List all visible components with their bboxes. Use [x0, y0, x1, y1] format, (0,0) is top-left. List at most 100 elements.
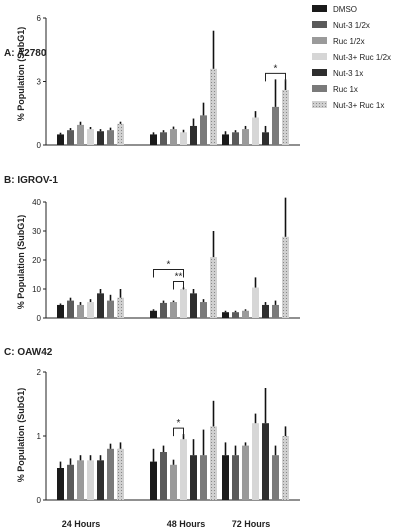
bar [150, 461, 157, 500]
y-tick-label: 1 [37, 432, 42, 441]
bar [282, 436, 289, 500]
y-tick-label: 3 [37, 78, 42, 87]
bar [170, 302, 177, 318]
bar [282, 236, 289, 318]
bar [97, 293, 104, 318]
bar [117, 448, 124, 500]
x-label-48h: 48 Hours [167, 519, 206, 529]
legend: DMSO Nut-3 1/2x Ruc 1/2x Nut-3+ Ruc 1/2x… [312, 5, 391, 110]
x-label-24h: 24 Hours [62, 519, 101, 529]
bar [262, 304, 269, 318]
legend-swatch-dmso [312, 5, 327, 12]
significance-bracket [173, 427, 184, 437]
bar [210, 426, 217, 500]
bar [107, 448, 114, 500]
bar [262, 423, 269, 500]
legend-label-nut3-half: Nut-3 1/2x [333, 21, 370, 30]
plot-a2780: 0 3 6 * [37, 14, 300, 150]
bar [77, 460, 84, 500]
bar [67, 130, 74, 145]
y-tick-label: 2 [37, 368, 42, 377]
bar [232, 132, 239, 145]
bar [210, 68, 217, 145]
legend-label-nut3-1x: Nut-3 1x [333, 69, 363, 78]
significance-bracket [173, 281, 184, 290]
y-tick-label: 0 [37, 496, 42, 505]
bar [210, 257, 217, 318]
legend-swatch-combo-1x [312, 101, 327, 108]
legend-label-dmso: DMSO [333, 5, 357, 14]
bar [150, 310, 157, 318]
y-tick-label: 6 [37, 14, 42, 23]
legend-swatch-nut3-half [312, 21, 327, 28]
y-tick-label: 40 [32, 198, 41, 207]
y-axis-label-a: % Population (SubG1) [16, 27, 26, 122]
bar [87, 302, 94, 318]
bar [117, 297, 124, 318]
bar [272, 455, 279, 500]
bar [272, 304, 279, 318]
bar [242, 310, 249, 318]
bar [160, 452, 167, 500]
bar [150, 134, 157, 145]
significance-label: * [177, 418, 181, 429]
y-tick-label: 30 [32, 227, 41, 236]
bar [200, 455, 207, 500]
bar [232, 455, 239, 500]
bar [252, 117, 259, 145]
bar [180, 289, 187, 318]
legend-label-combo-half: Nut-3+ Ruc 1/2x [333, 53, 391, 62]
bar [282, 89, 289, 145]
bar [252, 287, 259, 318]
bar [107, 130, 114, 145]
bar [170, 464, 177, 500]
y-axis-label-c: % Population (SubG1) [16, 388, 26, 483]
significance-label: * [274, 63, 278, 74]
bar [87, 129, 94, 145]
bar [57, 304, 64, 318]
bar [107, 300, 114, 318]
bar [97, 131, 104, 145]
bar [180, 439, 187, 500]
bar [222, 134, 229, 145]
panel-title-a: A: A2780 [4, 48, 47, 59]
significance-label: ** [175, 272, 183, 283]
bar [97, 460, 104, 500]
bar [272, 106, 279, 145]
bar [77, 304, 84, 318]
bar [190, 125, 197, 145]
bar [200, 115, 207, 145]
legend-swatch-nut3-1x [312, 69, 327, 76]
bar [222, 312, 229, 318]
panel-title-b: B: IGROV-1 [4, 175, 58, 186]
significance-label: * [167, 260, 171, 271]
bar [232, 312, 239, 318]
panel-title-c: C: OAW42 [4, 347, 53, 358]
bar [117, 123, 124, 145]
bar [252, 423, 259, 500]
y-axis-label-b: % Population (SubG1) [16, 215, 26, 310]
bar [200, 302, 207, 318]
bar [57, 134, 64, 145]
y-tick-label: 20 [32, 256, 41, 265]
y-tick-label: 10 [32, 285, 41, 294]
bar [222, 455, 229, 500]
bar [87, 460, 94, 500]
bar [190, 455, 197, 500]
y-tick-label: 0 [37, 314, 42, 323]
bar [190, 293, 197, 318]
legend-swatch-ruc-1x [312, 85, 327, 92]
bar [242, 129, 249, 145]
significance-bracket [153, 269, 184, 278]
bar [77, 124, 84, 145]
legend-swatch-ruc-half [312, 37, 327, 44]
bar [57, 468, 64, 500]
y-tick-label: 0 [37, 141, 42, 150]
legend-label-combo-1x: Nut-3+ Ruc 1x [333, 101, 384, 110]
legend-swatch-combo-half [312, 53, 327, 60]
bar [67, 300, 74, 318]
legend-label-ruc-half: Ruc 1/2x [333, 37, 365, 46]
significance-bracket [265, 72, 286, 82]
